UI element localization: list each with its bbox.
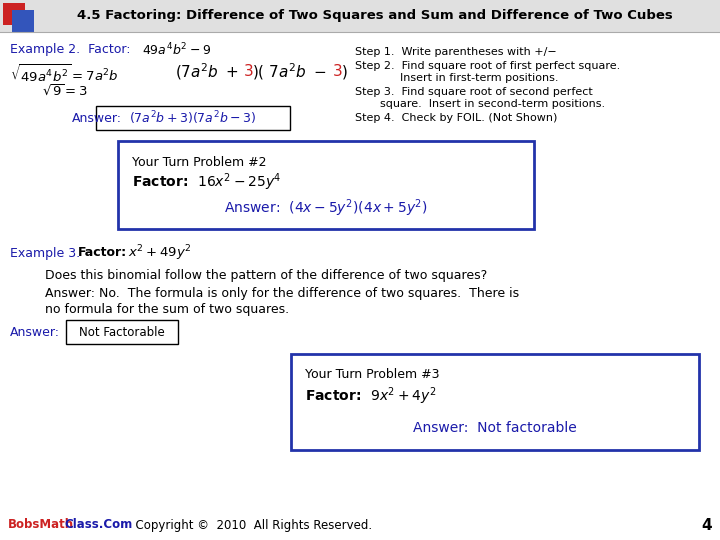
Text: $\sqrt{9} = 3$: $\sqrt{9} = 3$ [42,83,88,99]
Text: Step 2.  Find square root of first perfect square.: Step 2. Find square root of first perfec… [355,61,620,71]
Text: 3: 3 [244,64,253,79]
Text: Factor:  $16x^2 - 25y^4$: Factor: $16x^2 - 25y^4$ [132,171,282,193]
FancyBboxPatch shape [118,141,534,229]
Text: 3: 3 [333,64,343,79]
Text: Answer:: Answer: [10,326,60,339]
Text: Answer: No.  The formula is only for the difference of two squares.  There is: Answer: No. The formula is only for the … [45,287,519,300]
Text: 4: 4 [701,517,712,532]
Text: Example 2.  Factor:: Example 2. Factor: [10,44,130,57]
Text: Example 3.: Example 3. [10,246,88,260]
Text: Your Turn Problem #3: Your Turn Problem #3 [305,368,439,381]
Text: Step 1.  Write parentheses with +/−: Step 1. Write parentheses with +/− [355,47,557,57]
Text: Does this binomial follow the pattern of the difference of two squares?: Does this binomial follow the pattern of… [45,268,487,281]
Text: Answer:  $(4x - 5y^2)(4x + 5y^2)$: Answer: $(4x - 5y^2)(4x + 5y^2)$ [224,197,428,219]
Text: $)(\ 7a^2b\ -\ $: $)(\ 7a^2b\ -\ $ [252,62,327,82]
Text: Not Factorable: Not Factorable [79,326,165,339]
Text: Factor:: Factor: [78,246,127,260]
Text: Insert in first-term positions.: Insert in first-term positions. [400,73,559,83]
Text: $(7a^2b\ +\ $: $(7a^2b\ +\ $ [175,62,239,82]
Text: $(7a^2b+3)(7a^2b-3)$: $(7a^2b+3)(7a^2b-3)$ [130,109,256,127]
Text: Copyright ©  2010  All Rights Reserved.: Copyright © 2010 All Rights Reserved. [128,518,372,531]
Text: Factor:  $9x^2 + 4y^2$: Factor: $9x^2 + 4y^2$ [305,385,436,407]
Bar [12,10,34,32]
Text: 4.5 Factoring: Difference of Two Squares and Sum and Difference of Two Cubes: 4.5 Factoring: Difference of Two Squares… [77,10,673,23]
Text: $)$: $)$ [341,63,348,81]
Text: square.  Insert in second-term positions.: square. Insert in second-term positions. [380,99,605,109]
Text: $\sqrt{49a^4b^2} = 7a^2b$: $\sqrt{49a^4b^2} = 7a^2b$ [10,63,119,85]
Bar [0,0,720,32]
Bar [3,3,25,25]
Text: $49a^4b^2 - 9$: $49a^4b^2 - 9$ [142,42,211,58]
Text: Your Turn Problem #2: Your Turn Problem #2 [132,156,266,168]
Text: Class.Com: Class.Com [64,518,132,531]
Text: Step 4.  Check by FOIL. (Not Shown): Step 4. Check by FOIL. (Not Shown) [355,113,557,123]
FancyBboxPatch shape [66,320,178,344]
Text: Answer:: Answer: [72,111,122,125]
FancyBboxPatch shape [96,106,290,130]
FancyBboxPatch shape [291,354,699,450]
Text: no formula for the sum of two squares.: no formula for the sum of two squares. [45,302,289,315]
Text: Step 3.  Find square root of second perfect: Step 3. Find square root of second perfe… [355,87,593,97]
Text: BobsMath: BobsMath [8,518,74,531]
Text: $x^2 + 49y^2$: $x^2 + 49y^2$ [128,243,192,263]
Text: Answer:  Not factorable: Answer: Not factorable [413,421,577,435]
